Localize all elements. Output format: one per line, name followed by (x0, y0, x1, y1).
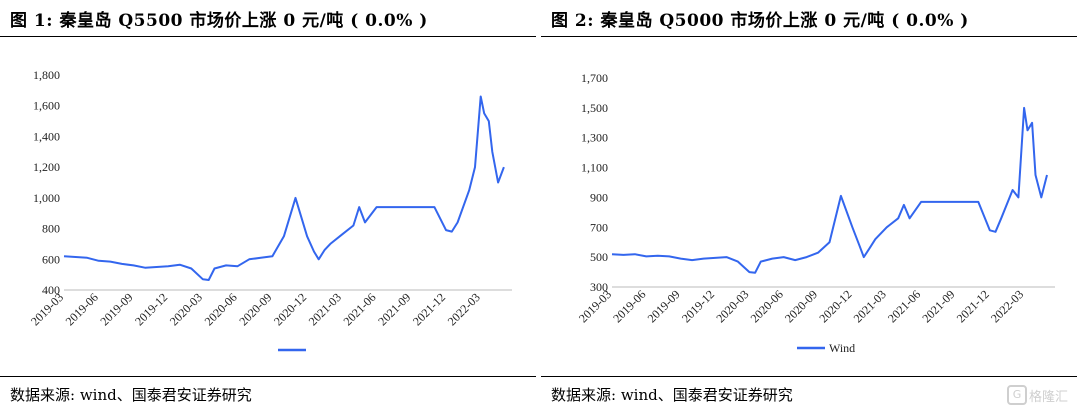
x-tick-label: 2021-06 (885, 287, 923, 325)
x-tick-label: 2019-09 (645, 287, 683, 325)
x-tick-label: 2022-03 (445, 290, 483, 328)
series-line (611, 106, 1048, 274)
series-line (63, 95, 505, 281)
x-tick-label: 2021-12 (954, 287, 992, 325)
x-tick-label: 2020-12 (271, 290, 309, 328)
y-tick-label: 500 (590, 250, 608, 264)
chart-1-bottom-rule (0, 376, 536, 377)
x-tick-label: 2020-09 (236, 290, 274, 328)
x-tick-label: 2021-03 (306, 290, 344, 328)
x-tick-label: 2019-06 (610, 287, 648, 325)
y-tick-label: 1,600 (33, 99, 60, 113)
x-tick-label: 2021-12 (410, 290, 448, 328)
y-tick-label: 1,000 (33, 191, 60, 205)
chart-1-title: 图 1: 秦皇岛 Q5500 市场价上涨 0 元/吨 ( 0.0% ) (10, 11, 428, 31)
x-tick-label: 2019-12 (679, 287, 717, 325)
y-tick-label: 1,200 (33, 160, 60, 174)
x-tick-label: 2021-09 (919, 287, 957, 325)
y-tick-label: 700 (590, 220, 608, 234)
x-tick-label: 2020-03 (167, 290, 205, 328)
y-tick-label: 1,400 (33, 129, 60, 143)
x-tick-label: 2021-09 (375, 290, 413, 328)
x-tick-label: 2020-12 (816, 287, 854, 325)
chart-2-source: 数据来源: wind、国泰君安证券研究 (551, 386, 793, 404)
y-tick-label: 1,700 (581, 71, 608, 85)
chart-panel-2: 图 2: 秦皇岛 Q5000 市场价上涨 0 元/吨 ( 0.0% ) 300 5… (541, 0, 1077, 414)
y-tick-label: 800 (42, 222, 60, 236)
x-tick-label: 2020-06 (202, 290, 240, 328)
chart-2-title: 图 2: 秦皇岛 Q5000 市场价上涨 0 元/吨 ( 0.0% ) (551, 11, 969, 31)
x-tick-label: 2021-06 (340, 290, 378, 328)
x-tick-label: 2019-09 (97, 290, 135, 328)
y-tick-label: 1,500 (581, 101, 608, 115)
x-tick-label: 2019-12 (132, 290, 170, 328)
chart-panel-1: 图 1: 秦皇岛 Q5500 市场价上涨 0 元/吨 ( 0.0% ) 400 6… (0, 0, 536, 414)
watermark-logo-icon: G (1007, 385, 1027, 405)
y-tick-label: 300 (590, 280, 608, 294)
y-tick-label: 1,800 (33, 68, 60, 82)
chart-2-bottom-rule (541, 376, 1077, 377)
x-tick-label: 2022-03 (988, 287, 1026, 325)
y-tick-label: 600 (42, 252, 60, 266)
y-tick-label: 900 (590, 190, 608, 204)
chart-1-plot: 400 600 800 1,000 1,200 1,400 1,600 1,800 2019-0… (28, 68, 512, 352)
chart-2-plot: 3005007009001,1001,3001,5001,7002019-032… (576, 71, 1055, 355)
legend-label: Wind (829, 341, 855, 355)
x-tick-label: 2021-03 (851, 287, 889, 325)
watermark: G 格隆汇 (1007, 385, 1071, 405)
chart-1-source: 数据来源: wind、国泰君安证券研究 (10, 386, 252, 404)
y-tick-label: 1,300 (581, 131, 608, 145)
x-tick-label: 2019-06 (63, 290, 101, 328)
chart-2-top-rule (541, 36, 1077, 37)
y-tick-label: 400 (42, 283, 60, 297)
x-tick-label: 2020-06 (748, 287, 786, 325)
x-tick-label: 2020-09 (782, 287, 820, 325)
x-tick-label: 2020-03 (713, 287, 751, 325)
y-tick-label: 1,100 (581, 161, 608, 175)
chart-1-top-rule (0, 36, 536, 37)
watermark-text: 格隆汇 (1029, 389, 1069, 405)
